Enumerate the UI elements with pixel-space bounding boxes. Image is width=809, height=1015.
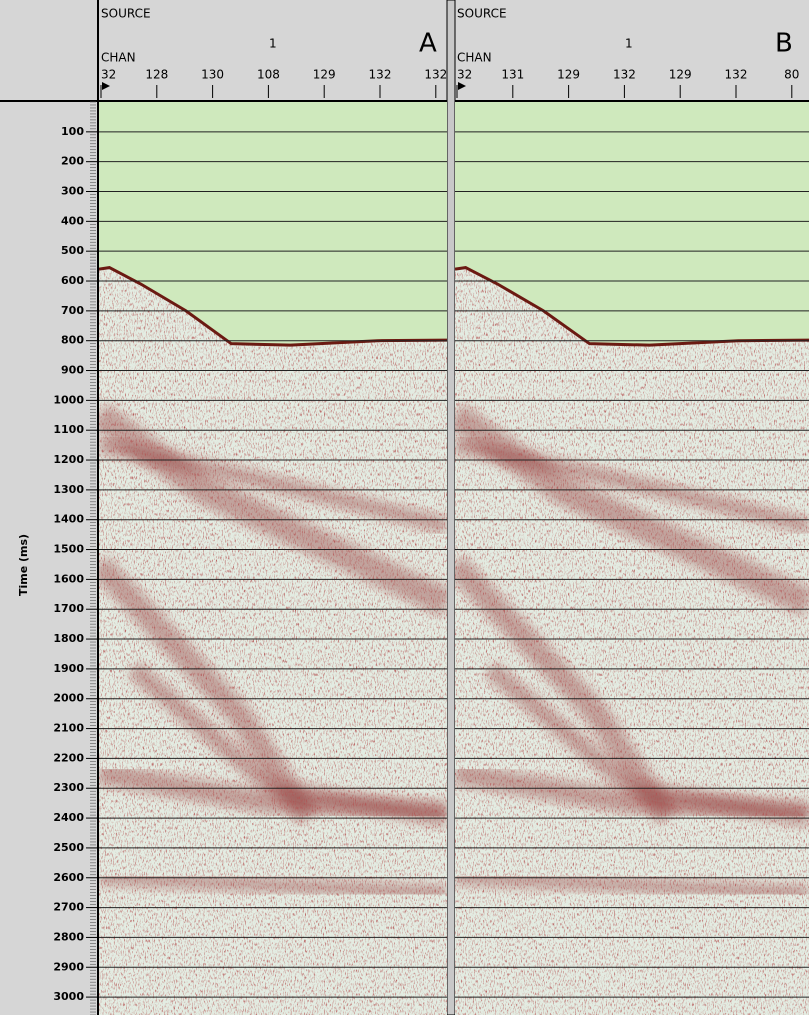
channel-label: 132 [725,68,748,82]
y-tick-label: 1200 [53,453,84,466]
channel-label: 128 [145,68,168,82]
y-tick-label: 1100 [53,423,84,436]
y-tick-label: 300 [61,185,84,198]
y-tick-label: 3000 [53,990,84,1003]
channel-label: 131 [501,68,524,82]
y-tick-label: 1600 [53,572,84,585]
y-tick-label: 500 [61,244,84,257]
y-tick-label: 2500 [53,841,84,854]
y-tick-label: 2800 [53,930,84,943]
channel-label: 129 [313,68,336,82]
y-tick-label: 600 [61,274,84,287]
y-tick-label: 200 [61,155,84,168]
y-tick-label: 1900 [53,662,84,675]
channel-label: 130 [201,68,224,82]
header-rule [0,100,809,102]
channel-label: 132 [369,68,392,82]
y-tick-label: 1800 [53,632,84,645]
panel-label: B [775,29,793,59]
source-value: 1 [625,37,633,51]
channel-label: 129 [669,68,692,82]
y-tick-label: 100 [61,125,84,138]
seismic-display: Time (ms) SOURCE1CHANA321281301081291321… [0,0,809,1015]
channel-label: 80 [784,68,799,82]
panel-separator [447,0,455,1015]
y-tick-label: 2900 [53,960,84,973]
y-tick-label: 1000 [53,393,84,406]
y-tick-label: 2200 [53,751,84,764]
channel-label: 129 [557,68,580,82]
y-tick-label: 900 [61,364,84,377]
panel-label: A [419,29,437,59]
y-tick-label: 2400 [53,811,84,824]
panel [99,102,447,1015]
y-tick-label: 1300 [53,483,84,496]
axis-title: Time (ms) [17,534,30,596]
y-tick-label: 1500 [53,543,84,556]
channel-label: 32 [457,68,472,82]
y-tick-label: 2700 [53,901,84,914]
panel [455,102,809,1015]
chan-label: CHAN [101,51,136,65]
channel-label: 108 [257,68,280,82]
chan-label: CHAN [457,51,492,65]
y-tick-label: 1400 [53,513,84,526]
y-tick-label: 2300 [53,781,84,794]
source-label: SOURCE [101,7,151,21]
y-tick-label: 400 [61,214,84,227]
y-tick-label: 1700 [53,602,84,615]
source-label: SOURCE [457,7,507,21]
y-tick-label: 700 [61,304,84,317]
y-tick-label: 2600 [53,871,84,884]
source-value: 1 [269,37,277,51]
axis-rule [97,0,99,1015]
channel-label: 32 [101,68,116,82]
y-tick-label: 800 [61,334,84,347]
channel-label: 132 [424,68,447,82]
y-tick-label: 2000 [53,692,84,705]
channel-label: 132 [613,68,636,82]
y-tick-label: 2100 [53,722,84,735]
